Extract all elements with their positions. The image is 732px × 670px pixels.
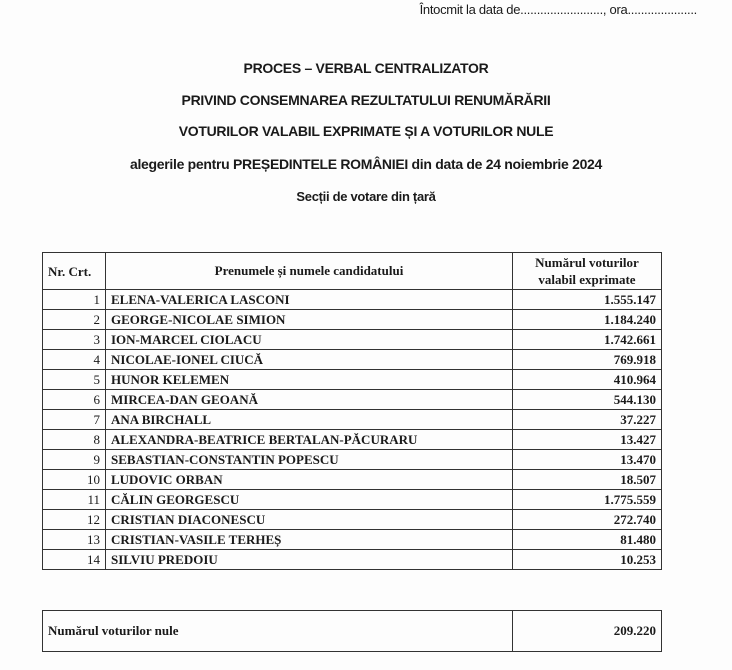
candidate-name: GEORGE-NICOLAE SIMION [105, 309, 513, 330]
row-number: 12 [42, 509, 106, 530]
vote-count: 410.964 [512, 369, 662, 390]
candidate-name: CĂLIN GEORGESCU [105, 489, 513, 510]
row-number: 6 [42, 389, 106, 410]
row-number: 11 [42, 489, 106, 510]
vote-count: 1.184.240 [512, 309, 662, 330]
table-row: 3 ION-MARCEL CIOLACU 1.742.661 [42, 329, 662, 350]
table-row: 11 CĂLIN GEORGESCU 1.775.559 [42, 489, 662, 510]
candidate-name: ANA BIRCHALL [105, 409, 513, 430]
vote-count: 769.918 [512, 349, 662, 370]
date-line: Întocmit la data de.....................… [419, 2, 698, 17]
vote-count: 272.740 [512, 509, 662, 530]
candidate-name: HUNOR KELEMEN [105, 369, 513, 390]
table-row: 10 LUDOVIC ORBAN 18.507 [42, 469, 662, 490]
vote-count: 18.507 [512, 469, 662, 490]
vote-count: 544.130 [512, 389, 662, 410]
candidate-name: CRISTIAN-VASILE TERHEȘ [105, 529, 513, 550]
table-row: 8 ALEXANDRA-BEATRICE BERTALAN-PĂCURARU 13.… [42, 429, 662, 450]
candidate-name: SILVIU PREDOIU [105, 549, 513, 570]
table-row: 7 ANA BIRCHALL 37.227 [42, 409, 662, 430]
header-votes: Numărul voturilor valabil exprimate [512, 252, 662, 290]
row-number: 14 [42, 549, 106, 570]
title-line-2: PRIVIND CONSEMNAREA REZULTATULUI RENUMĂR… [181, 92, 551, 108]
null-votes-row: Numărul voturilor nule 209.220 [42, 610, 662, 652]
row-number: 13 [42, 529, 106, 550]
table-row: 2 GEORGE-NICOLAE SIMION 1.184.240 [42, 309, 662, 330]
table-row: 4 NICOLAE-IONEL CIUCĂ 769.918 [42, 349, 662, 370]
title-line-4: alegerile pentru PREȘEDINTELE ROMÂNIEI d… [129, 156, 603, 172]
vote-count: 1.742.661 [512, 329, 662, 350]
row-number: 2 [42, 309, 106, 330]
title-line-1: PROCES – VERBAL CENTRALIZATOR [243, 60, 489, 76]
vote-count: 81.480 [512, 529, 662, 550]
null-votes-table: Numărul voturilor nule 209.220 [42, 610, 662, 652]
candidates-table: Nr. Crt. Prenumele și numele candidatulu… [42, 252, 662, 570]
row-number: 3 [42, 329, 106, 350]
candidate-name: ELENA-VALERICA LASCONI [105, 289, 513, 310]
candidate-name: ALEXANDRA-BEATRICE BERTALAN-PĂCURARU [105, 429, 513, 450]
header-name: Prenumele și numele candidatului [105, 252, 513, 290]
vote-count: 1.775.559 [512, 489, 662, 510]
row-number: 1 [42, 289, 106, 310]
table-row: 12 CRISTIAN DIACONESCU 272.740 [42, 509, 662, 530]
table-row: 5 HUNOR KELEMEN 410.964 [42, 369, 662, 390]
table-row: 14 SILVIU PREDOIU 10.253 [42, 549, 662, 570]
null-votes-label: Numărul voturilor nule [42, 610, 513, 652]
row-number: 5 [42, 369, 106, 390]
vote-count: 10.253 [512, 549, 662, 570]
vote-count: 1.555.147 [512, 289, 662, 310]
vote-count: 13.427 [512, 429, 662, 450]
row-number: 9 [42, 449, 106, 470]
null-votes-value: 209.220 [512, 610, 662, 652]
candidate-name: LUDOVIC ORBAN [105, 469, 513, 490]
vote-count: 37.227 [512, 409, 662, 430]
table-row: 9 SEBASTIAN-CONSTANTIN POPESCU 13.470 [42, 449, 662, 470]
subtitle: Secții de votare din țară [296, 189, 436, 204]
candidate-name: CRISTIAN DIACONESCU [105, 509, 513, 530]
row-number: 4 [42, 349, 106, 370]
row-number: 7 [42, 409, 106, 430]
header-nr: Nr. Crt. [42, 252, 106, 290]
row-number: 10 [42, 469, 106, 490]
candidate-name: ION-MARCEL CIOLACU [105, 329, 513, 350]
title-line-3: VOTURILOR VALABIL EXPRIMATE ȘI A VOTURIL… [178, 123, 554, 139]
table-header: Nr. Crt. Prenumele și numele candidatulu… [42, 252, 662, 290]
row-number: 8 [42, 429, 106, 450]
table-row: 1 ELENA-VALERICA LASCONI 1.555.147 [42, 289, 662, 310]
table-row: 13 CRISTIAN-VASILE TERHEȘ 81.480 [42, 529, 662, 550]
candidate-name: SEBASTIAN-CONSTANTIN POPESCU [105, 449, 513, 470]
candidate-name: MIRCEA-DAN GEOANĂ [105, 389, 513, 410]
table-row: 6 MIRCEA-DAN GEOANĂ 544.130 [42, 389, 662, 410]
vote-count: 13.470 [512, 449, 662, 470]
candidate-name: NICOLAE-IONEL CIUCĂ [105, 349, 513, 370]
